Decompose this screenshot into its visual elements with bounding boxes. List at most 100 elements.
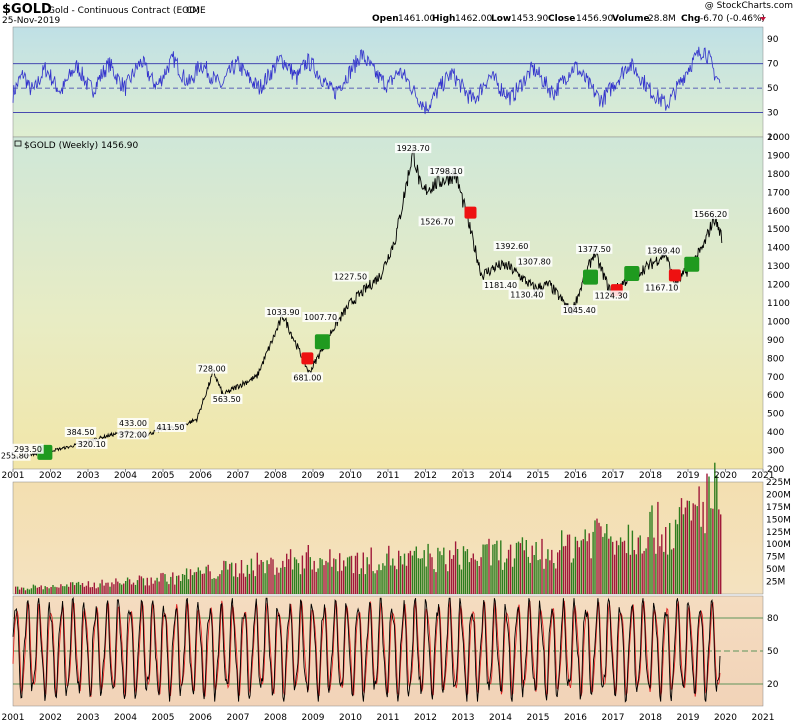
price-annotation: 1923.70 — [394, 143, 432, 154]
volume-bar — [205, 566, 207, 594]
volume-bar — [549, 560, 551, 594]
volume-bar — [511, 566, 514, 594]
annotation-box — [482, 279, 519, 290]
volume-bar — [492, 544, 494, 594]
volume-bar — [443, 547, 445, 594]
volume-bar — [134, 584, 137, 594]
volume-bar — [460, 569, 463, 594]
down-arrow-icon — [760, 17, 766, 21]
annotation-label: 1369.40 — [647, 246, 680, 255]
volume-bar — [710, 508, 712, 594]
volume-bar — [657, 501, 659, 594]
volume-bar — [537, 560, 539, 594]
volume-bar — [594, 520, 596, 594]
stoch-tick-label: 20 — [767, 680, 779, 690]
volume-bar — [419, 558, 421, 594]
annotation-label: 1181.40 — [484, 281, 517, 290]
rsi-tick-label: 30 — [767, 109, 779, 119]
price-tick-label: 1800 — [767, 170, 790, 180]
volume-bar — [215, 578, 217, 594]
volume-bar — [30, 588, 33, 594]
volume-bar — [79, 584, 82, 594]
volume-bar — [476, 560, 478, 594]
volume-bar — [293, 557, 296, 594]
price-annotation: 681.00 — [291, 372, 324, 383]
volume-bar — [15, 586, 17, 594]
annotation-box — [394, 143, 432, 154]
price-tick-label: 900 — [767, 336, 784, 346]
annotation-box — [692, 209, 729, 220]
volume-bar — [317, 568, 319, 594]
volume-bar — [665, 527, 667, 594]
volume-bar — [201, 573, 203, 594]
stoch-k-line — [12, 596, 721, 703]
volume-bar — [85, 585, 88, 594]
volume-bar — [382, 563, 384, 594]
price-tick-label: 1300 — [767, 262, 790, 272]
price-annotation: 1307.80 — [516, 256, 553, 267]
volume-bar — [600, 526, 602, 594]
volume-bar — [307, 545, 309, 594]
stochastic-series — [12, 596, 763, 703]
volume-bar — [144, 585, 146, 594]
volume-bar — [20, 587, 23, 594]
volume-bar — [676, 524, 679, 594]
x-tick-label: 2009 — [302, 713, 325, 723]
price-tick-label: 700 — [767, 373, 784, 383]
annotation-label: 1007.70 — [304, 313, 337, 322]
volume-bar — [24, 590, 27, 594]
low-value: 1453.90 — [511, 14, 548, 24]
volume-bar — [266, 560, 268, 594]
price-tick-label: 1700 — [767, 188, 790, 198]
volume-tick-label: 50M — [766, 565, 785, 575]
x-tick-label: 2004 — [114, 713, 137, 723]
open-label: Open — [372, 14, 399, 24]
volume-bar — [101, 579, 103, 594]
high-label: High — [432, 14, 455, 24]
price-annotation: 1007.70 — [302, 312, 339, 323]
volume-bar — [669, 523, 671, 594]
volume-bar — [219, 574, 221, 594]
volume-bar — [81, 583, 84, 594]
volume-bar — [335, 559, 337, 594]
x-tick-label: 2012 — [414, 713, 437, 723]
volume-bar — [439, 551, 441, 594]
volume-bar — [158, 581, 160, 594]
volume-bar — [264, 573, 266, 594]
volume-bar — [631, 530, 634, 594]
volume-bar — [376, 570, 378, 594]
x-tick-label: 2015 — [527, 471, 550, 481]
volume-bar — [325, 560, 327, 594]
volume-bar — [684, 507, 687, 594]
volume-bar — [352, 573, 355, 594]
volume-bar — [52, 585, 54, 594]
volume-bar — [606, 524, 608, 594]
annotation-label: 681.00 — [293, 373, 321, 382]
volume-bar — [331, 566, 333, 594]
volume-bar — [193, 572, 196, 594]
volume-bar — [708, 476, 710, 594]
volume-bar — [119, 583, 121, 594]
rsi-tick-label: 50 — [767, 84, 779, 94]
high-value: 1462.00 — [455, 14, 492, 24]
volume-bar — [209, 571, 211, 594]
volume-bar — [289, 549, 292, 594]
volume-bar — [615, 540, 618, 594]
volume-bar — [284, 567, 286, 594]
volume-bar — [399, 556, 402, 594]
volume-bar — [34, 585, 36, 594]
volume-bar — [50, 587, 52, 594]
volume-bar — [227, 569, 229, 594]
volume-bar — [645, 548, 647, 594]
volume-bar — [592, 531, 594, 594]
volume-bar — [372, 571, 374, 594]
volume-bar — [572, 558, 575, 594]
volume-bar — [470, 558, 472, 594]
volume-bar — [437, 547, 439, 594]
volume-bar — [366, 557, 368, 594]
volume-bar — [242, 573, 245, 594]
volume-bar — [44, 586, 46, 594]
volume-bar — [643, 550, 645, 594]
volume-bar — [502, 569, 504, 594]
legend-swatch-icon — [14, 140, 22, 147]
